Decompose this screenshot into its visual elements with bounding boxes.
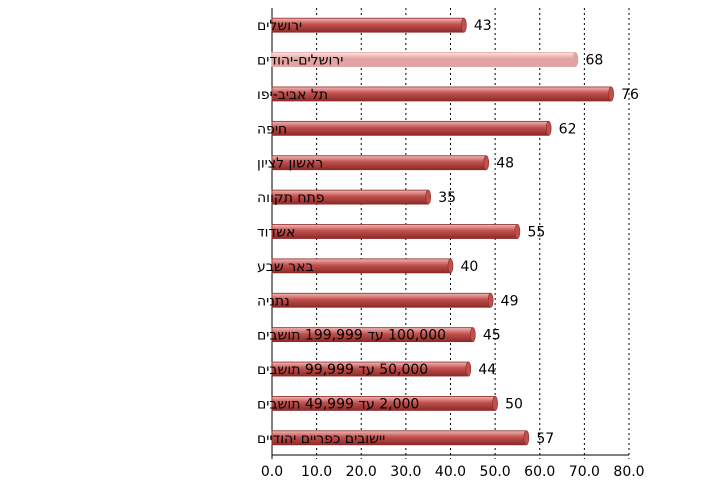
value-label: 40 <box>461 259 479 275</box>
value-label: 57 <box>536 431 554 447</box>
category-label: חיפה <box>257 121 287 137</box>
bar-end <box>572 52 579 67</box>
value-label: 76 <box>621 87 639 103</box>
value-label: 45 <box>483 328 501 344</box>
x-tick-label: 30.0 <box>390 464 421 480</box>
category-label: פתח תקווה <box>257 190 324 206</box>
bar-end <box>465 361 472 377</box>
value-label: 62 <box>559 121 577 137</box>
category-label: יישובים כפריים יהודיים <box>257 431 385 447</box>
x-tick-label: 50.0 <box>480 464 511 480</box>
value-labels: 43 68 76 62 48 35 55 40 49 45 44 50 57 <box>438 18 639 447</box>
value-label: 43 <box>474 18 492 34</box>
bar <box>271 292 492 308</box>
x-tick-label: 60.0 <box>524 464 555 480</box>
value-label: 49 <box>501 293 519 309</box>
bar-end <box>487 292 494 308</box>
x-tick-labels: 0.0 10.0 20.0 30.0 40.0 50.0 60.0 70.0 80.0 <box>261 464 645 480</box>
category-label: תל אביב-יפו <box>257 87 328 103</box>
bar-end <box>461 17 467 33</box>
bar-end <box>470 327 476 342</box>
x-tick-label: 20.0 <box>346 464 377 480</box>
x-tick-label: 10.0 <box>301 464 332 480</box>
category-label: 50,000 עד 99,999 תושבים <box>257 362 428 378</box>
x-tick-label: 40.0 <box>435 464 466 480</box>
bar-end <box>608 86 614 102</box>
x-tick-label: 0.0 <box>261 464 283 480</box>
value-label: 50 <box>505 396 523 412</box>
category-label: נתניה <box>257 293 290 309</box>
value-label: 48 <box>496 156 514 172</box>
bar-end <box>492 396 498 411</box>
value-label: 35 <box>438 190 456 206</box>
bar-end <box>545 121 552 136</box>
x-tick-label: 70.0 <box>569 464 600 480</box>
category-labels: ירושלים ירושלים-יהודים תל אביב-יפו חיפה ראשו… <box>257 18 446 447</box>
category-label: ראשון לציון <box>257 156 323 172</box>
category-label: ירושלים <box>257 18 302 34</box>
value-label: 55 <box>527 225 545 241</box>
bar-end <box>483 155 490 171</box>
bar-end <box>425 189 431 205</box>
value-label: 44 <box>478 362 496 378</box>
bar <box>271 120 550 136</box>
category-label: 2,000 עד 49,999 תושבים <box>257 396 419 412</box>
bars <box>271 17 614 446</box>
category-label: אשדוד <box>257 225 295 241</box>
bar-end <box>447 258 454 274</box>
category-label: ירושלים-יהודים <box>257 53 343 69</box>
x-tick-label: 80.0 <box>613 464 644 480</box>
bar-end <box>514 224 521 239</box>
bar-end <box>523 430 530 446</box>
bar <box>271 224 518 239</box>
category-label: 100,000 עד 199,999 תושבים <box>257 328 446 344</box>
category-label: באר שבע <box>257 259 314 275</box>
value-label: 68 <box>585 53 603 69</box>
